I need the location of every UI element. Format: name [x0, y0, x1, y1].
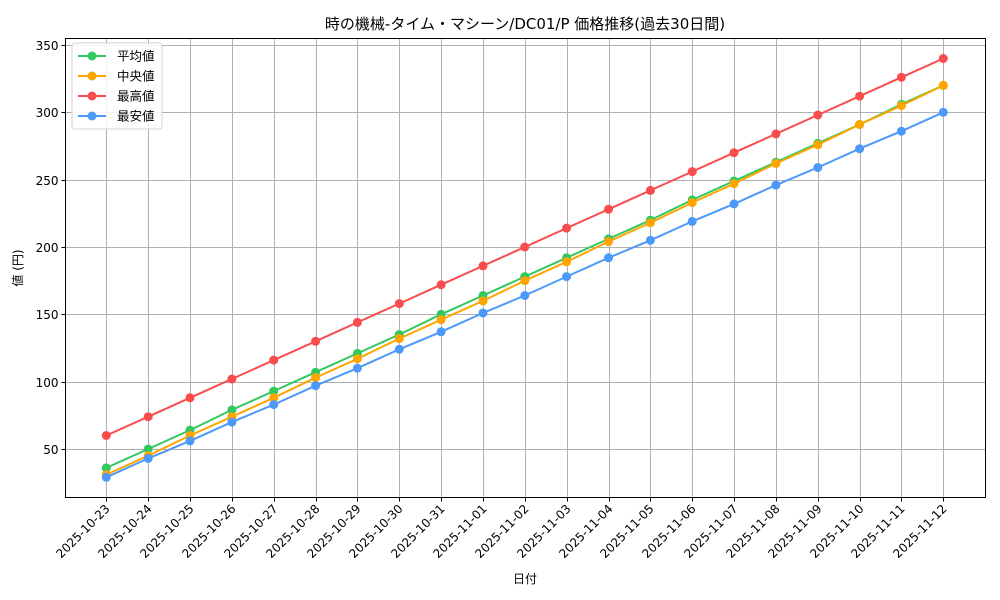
data-point-marker	[729, 179, 739, 189]
data-point-marker	[687, 198, 697, 208]
data-point-marker	[938, 54, 948, 63]
data-point-marker	[896, 126, 906, 136]
data-point-marker	[311, 381, 321, 391]
data-point-marker	[813, 140, 823, 150]
legend-marker-icon	[87, 71, 97, 81]
data-series	[101, 54, 948, 482]
data-point-marker	[896, 101, 906, 111]
chart-title: 時の機械-タイム・マシーン/DC01/P 価格推移(過去30日間)	[325, 15, 725, 33]
y-tick-label: 100	[36, 376, 59, 390]
data-point-marker	[645, 185, 655, 195]
legend-marker-icon	[87, 51, 97, 61]
x-axis-ticks: 2025-10-232025-10-242025-10-252025-10-26…	[53, 497, 950, 561]
data-point-marker	[352, 354, 362, 364]
data-point-marker	[855, 91, 865, 101]
data-point-marker	[352, 363, 362, 373]
data-point-marker	[143, 453, 153, 463]
series-line	[101, 54, 948, 440]
data-point-marker	[394, 299, 404, 309]
data-point-marker	[771, 180, 781, 190]
data-point-marker	[478, 308, 488, 318]
data-point-marker	[562, 257, 572, 267]
data-point-marker	[436, 280, 446, 290]
data-point-marker	[311, 336, 321, 346]
data-point-marker	[269, 393, 279, 403]
data-point-marker	[604, 237, 613, 247]
data-point-marker	[101, 463, 111, 473]
data-point-marker	[562, 272, 572, 282]
legend-marker-icon	[87, 111, 97, 121]
data-point-marker	[101, 431, 111, 440]
data-point-marker	[227, 374, 237, 384]
data-point-marker	[436, 327, 446, 337]
data-point-marker	[520, 276, 530, 286]
legend-label: 最安値	[117, 109, 155, 124]
legend-item-min: 最安値	[78, 109, 155, 124]
data-point-marker	[352, 317, 362, 327]
legend-item-max: 最高値	[78, 89, 155, 104]
legend-marker-icon	[87, 91, 97, 101]
data-point-marker	[938, 80, 948, 90]
data-point-marker	[604, 253, 613, 263]
data-point-marker	[938, 107, 948, 117]
data-point-marker	[562, 223, 572, 233]
data-point-marker	[143, 444, 153, 454]
legend-label: 最高値	[117, 89, 155, 104]
data-point-marker	[771, 129, 781, 139]
legend: 平均値 中央値 最高値 最安値	[71, 42, 163, 130]
data-point-marker	[478, 261, 488, 271]
y-tick-label: 250	[36, 174, 59, 188]
data-point-marker	[478, 296, 488, 306]
legend-label: 中央値	[117, 69, 155, 84]
data-point-marker	[855, 120, 865, 129]
data-point-marker	[394, 344, 404, 354]
y-axis-ticks: 50 100 150 200 250 300 350	[36, 39, 66, 457]
data-point-marker	[729, 199, 739, 209]
data-point-marker	[604, 204, 613, 214]
data-point-marker	[101, 472, 111, 482]
data-point-marker	[520, 242, 530, 252]
data-point-marker	[227, 417, 237, 427]
legend-item-median: 中央値	[78, 69, 155, 84]
y-tick-label: 150	[36, 308, 59, 322]
data-point-marker	[269, 355, 279, 365]
data-point-marker	[687, 216, 697, 226]
data-point-marker	[813, 163, 823, 172]
grid-lines	[65, 38, 986, 498]
series-line	[101, 80, 948, 480]
y-tick-label: 300	[36, 106, 59, 120]
data-point-marker	[771, 159, 781, 168]
data-point-marker	[645, 218, 655, 228]
data-point-marker	[269, 386, 279, 396]
data-point-marker	[269, 400, 279, 410]
y-tick-label: 50	[43, 443, 58, 457]
data-point-marker	[645, 235, 655, 245]
x-axis-label: 日付	[513, 572, 537, 586]
data-point-marker	[813, 110, 823, 120]
data-point-marker	[185, 436, 195, 446]
data-point-marker	[520, 291, 530, 300]
data-point-marker	[729, 148, 739, 158]
legend-box	[71, 42, 163, 130]
data-point-marker	[896, 72, 906, 82]
data-point-marker	[855, 144, 865, 154]
y-axis-label: 値 (円)	[10, 249, 25, 286]
y-tick-label: 200	[36, 241, 59, 255]
y-tick-label: 350	[36, 39, 59, 53]
data-point-marker	[227, 405, 237, 415]
series-line	[101, 107, 948, 482]
legend-label: 平均値	[117, 49, 155, 64]
data-point-marker	[311, 373, 321, 383]
data-point-marker	[436, 315, 446, 325]
data-point-marker	[687, 167, 697, 177]
legend-item-mean: 平均値	[78, 49, 155, 64]
data-point-marker	[143, 412, 153, 422]
data-point-marker	[185, 393, 195, 403]
data-point-marker	[394, 334, 404, 344]
